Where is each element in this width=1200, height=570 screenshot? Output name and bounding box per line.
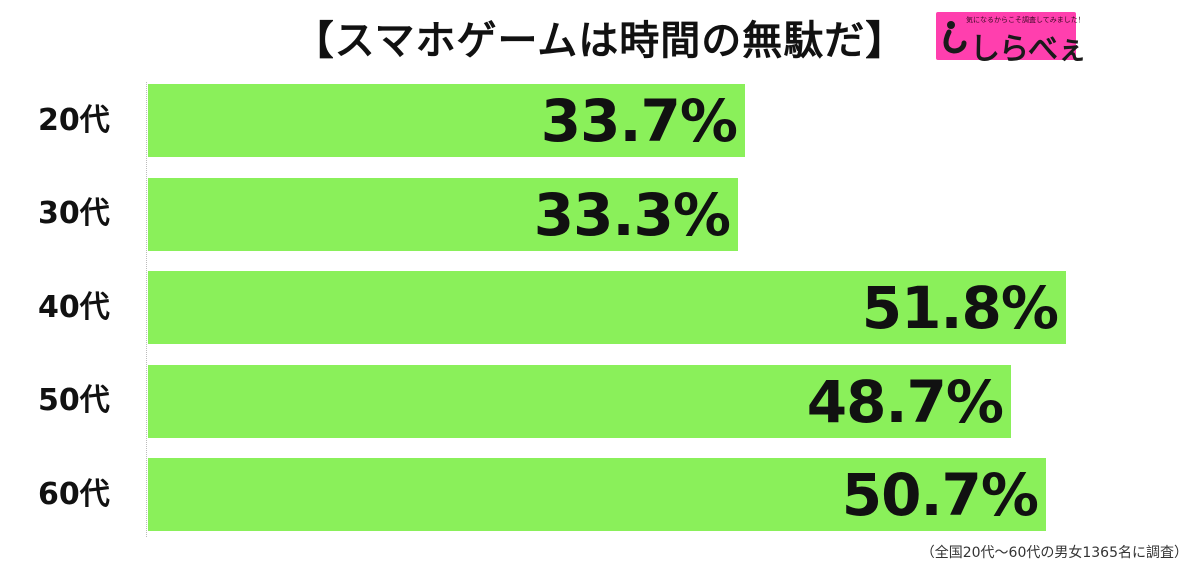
category-label: 60代	[38, 476, 110, 512]
sirabee-logo: 気になるからこそ調査してみました！ しらべぇ	[936, 12, 1087, 67]
logo-name: しらべぇ	[970, 32, 1087, 67]
category-label: 30代	[38, 196, 110, 231]
value-label: 33.7%	[540, 87, 738, 155]
value-label: 48.7%	[806, 367, 1004, 436]
logo-tagline: 気になるからこそ調査してみました！	[966, 16, 1085, 24]
bar	[148, 458, 1046, 531]
category-label: 20代	[38, 102, 110, 138]
value-label: 50.7%	[841, 461, 1039, 529]
category-label: 40代	[38, 289, 110, 325]
category-label: 50代	[38, 383, 110, 418]
survey-footnote: （全国20代〜60代の男女1365名に調査）	[920, 545, 1188, 561]
value-label: 33.3%	[533, 180, 731, 249]
chart-title: 【スマホゲームは時間の無駄だ】	[293, 18, 907, 64]
bar	[148, 84, 745, 157]
bar	[148, 177, 738, 251]
bar	[148, 364, 1011, 438]
category-axis-line	[146, 82, 147, 537]
logo-mark-icon	[943, 21, 967, 54]
bar	[148, 271, 1066, 344]
value-label: 51.8%	[861, 274, 1059, 342]
